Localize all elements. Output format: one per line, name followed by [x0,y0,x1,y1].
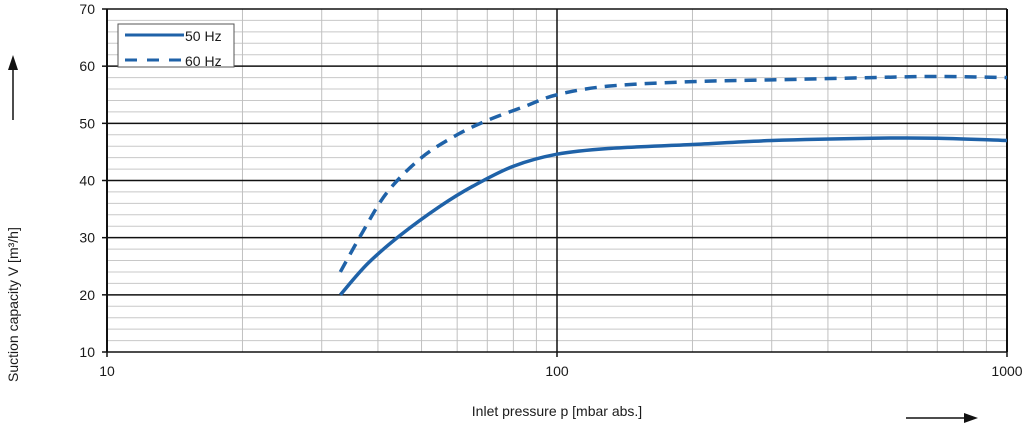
svg-text:50: 50 [79,115,95,131]
svg-text:20: 20 [79,287,95,303]
tick-labels: 10 20 30 40 50 60 70 10 100 1000 [79,1,1022,379]
y-axis-label: Suction capacity V [m³/h] [5,227,21,382]
legend: 50 Hz 60 Hz [117,23,235,69]
series-lines [338,74,1008,296]
legend-label-60hz: 60 Hz [185,53,222,69]
y-axis-label-group: Suction capacity V [m³/h] [5,55,21,382]
svg-text:100: 100 [545,363,569,379]
svg-text:30: 30 [79,230,95,246]
svg-text:10: 10 [79,344,95,360]
svg-text:60: 60 [79,58,95,74]
series-line-50hz [339,136,1008,296]
series-line-60hz [338,74,1008,273]
legend-label-50hz: 50 Hz [185,28,222,44]
x-axis-label: Inlet pressure p [mbar abs.] [472,403,642,419]
svg-text:70: 70 [79,1,95,17]
major-grid [102,8,1008,357]
right-arrow-head-icon [964,413,978,423]
x-axis-label-group: Inlet pressure p [mbar abs.] [472,403,978,423]
svg-text:40: 40 [79,173,95,189]
svg-text:1000: 1000 [991,363,1022,379]
up-arrow-head-icon [8,55,18,70]
svg-text:10: 10 [99,363,115,379]
